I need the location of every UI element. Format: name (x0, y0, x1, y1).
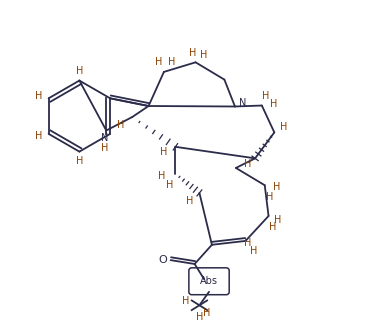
Text: H: H (160, 147, 168, 156)
Text: N: N (101, 133, 108, 143)
Text: H: H (101, 143, 108, 153)
Text: H: H (244, 159, 251, 169)
Text: H: H (273, 182, 280, 192)
Text: H: H (166, 180, 173, 190)
Text: H: H (280, 122, 288, 132)
Text: H: H (270, 98, 277, 109)
Text: H: H (182, 296, 190, 307)
Text: H: H (155, 57, 163, 67)
Text: H: H (266, 192, 273, 202)
Text: H: H (262, 91, 269, 101)
Text: H: H (203, 308, 211, 318)
Text: Abs: Abs (200, 276, 218, 286)
Text: H: H (168, 57, 175, 67)
Text: H: H (200, 50, 207, 60)
Text: H: H (275, 215, 282, 225)
Text: H: H (76, 66, 83, 76)
Text: H: H (250, 246, 257, 256)
Text: H: H (35, 91, 43, 101)
Text: H: H (158, 171, 166, 181)
Text: H: H (269, 223, 276, 233)
Text: H: H (117, 120, 124, 130)
FancyBboxPatch shape (189, 268, 229, 295)
Text: H: H (186, 196, 194, 206)
Text: H: H (189, 48, 196, 58)
Text: H: H (196, 312, 203, 322)
Text: N: N (239, 98, 246, 108)
Text: H: H (76, 156, 83, 166)
Text: H: H (35, 131, 43, 141)
Text: H: H (244, 238, 251, 248)
Text: O: O (158, 255, 167, 265)
